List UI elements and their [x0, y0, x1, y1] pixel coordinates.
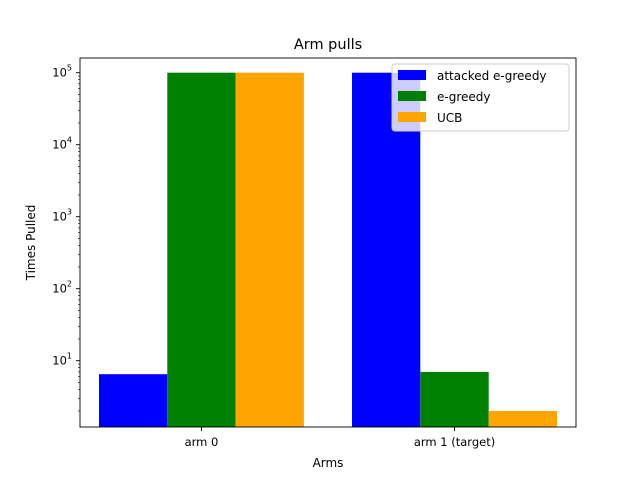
y-tick-exponent: 1	[67, 352, 72, 361]
legend-box	[391, 63, 570, 132]
chart-title: Arm pulls	[294, 37, 362, 53]
legend-label: attacked e-greedy	[437, 69, 547, 83]
bar-e-greedy-1	[420, 371, 489, 427]
legend-swatch	[398, 91, 426, 101]
y-tick-base: 10	[52, 66, 67, 80]
bar-ucb-0	[235, 72, 304, 427]
x-axis: arm 0 arm 1 (target)	[185, 427, 495, 449]
bar-e-greedy-0	[167, 72, 236, 427]
y-tick-label: 103	[52, 208, 72, 224]
legend-label: e-greedy	[437, 90, 490, 104]
y-tick-label: 105	[52, 64, 72, 80]
bar-ucb-1	[488, 411, 557, 427]
y-tick-exponent: 5	[67, 64, 72, 73]
y-tick-label: 101	[52, 352, 72, 368]
x-tick-label: arm 1 (target)	[414, 435, 495, 449]
x-axis-label: Arms	[313, 456, 344, 470]
y-tick-exponent: 2	[67, 280, 72, 289]
y-tick-exponent: 4	[67, 136, 72, 145]
legend-label: UCB	[437, 111, 462, 125]
plot-frame	[79, 57, 577, 428]
y-tick-base: 10	[52, 138, 67, 152]
y-tick-label: 102	[52, 280, 72, 296]
y-tick-exponent: 3	[67, 208, 72, 217]
y-tick-base: 10	[52, 210, 67, 224]
bar-attacked-e-greedy-1	[352, 72, 421, 427]
y-axis-label: Times Pulled	[24, 205, 38, 282]
legend-swatch	[398, 112, 426, 122]
legend-swatch	[398, 70, 426, 80]
y-tick-base: 10	[52, 354, 67, 368]
bars-group	[99, 72, 557, 427]
bar-attacked-e-greedy-0	[99, 374, 168, 427]
y-tick-label: 104	[52, 136, 72, 152]
y-tick-base: 10	[52, 282, 67, 296]
x-tick-label: arm 0	[185, 435, 219, 449]
legend: attacked e-greedy e-greedy UCB	[391, 63, 570, 132]
